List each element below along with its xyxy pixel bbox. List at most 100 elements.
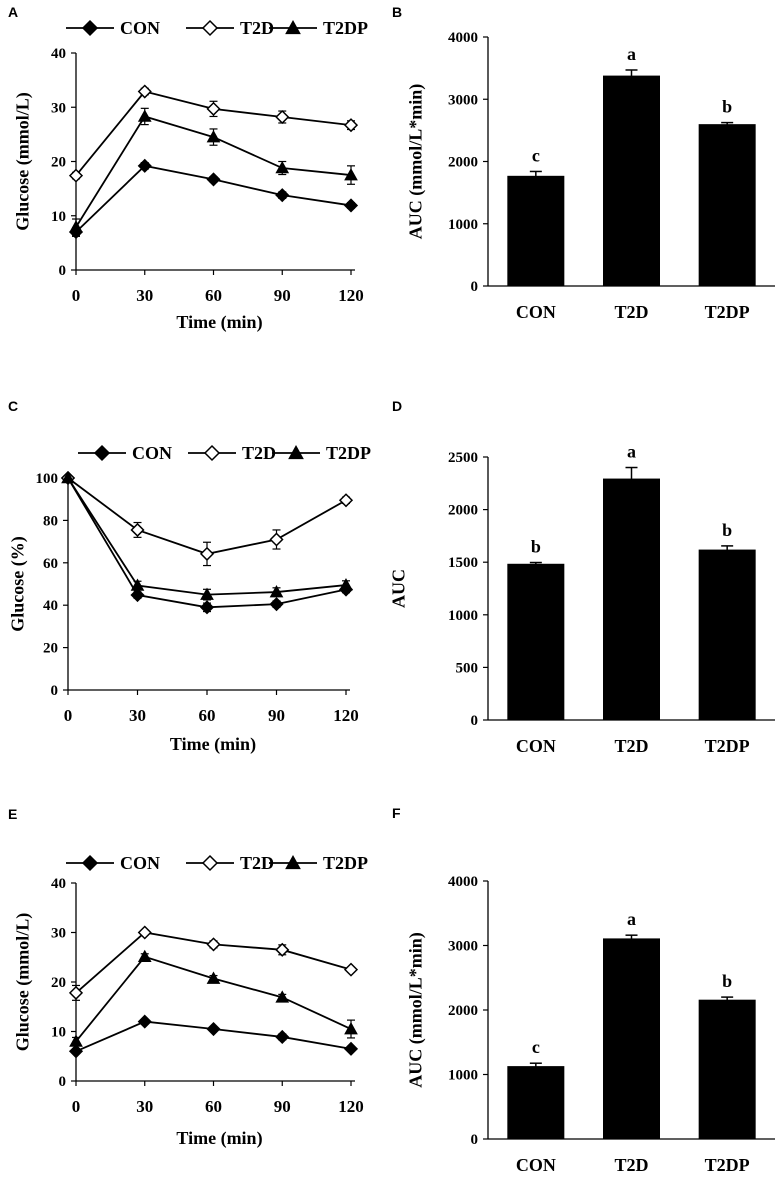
panel-e-t2d-point [275, 942, 290, 957]
panel-a-y-tick-label: 20 [51, 155, 66, 171]
panel-c-y-tick-label: 40 [43, 598, 58, 614]
panel-e-y-tick-label: 30 [51, 926, 66, 942]
panel-e-y-tick-label: 10 [51, 1025, 66, 1041]
panel-c-legend-label: CON [132, 443, 172, 463]
panel-c-x-tick-label: 60 [199, 706, 216, 725]
panel-f-bar-t2dp [698, 999, 756, 1139]
panel-c-x-tick-label: 120 [333, 706, 359, 725]
panel-d-category-label: T2D [614, 736, 648, 756]
panel-c-t2d-point [338, 493, 354, 508]
panel-a-legend-marker [285, 19, 301, 35]
panel-e-con-point [137, 1014, 152, 1029]
panel-e-legend-label: T2D [240, 853, 274, 873]
panel-c-con-point [199, 600, 215, 615]
panel-a-con-point [206, 172, 221, 187]
panel-c-x-tick-label: 30 [129, 706, 146, 725]
panel-c-t2dp-point [130, 578, 145, 591]
panel-d-bar-t2dp [698, 549, 756, 720]
panel-e-x-tick-label: 30 [136, 1097, 153, 1116]
panel-a-y-tick-label: 0 [59, 263, 67, 279]
panel-a-legend-label: T2D [240, 18, 274, 38]
panel-c-x-axis-title: Time (min) [170, 734, 256, 755]
panel-f-category-label: CON [516, 1155, 556, 1175]
panel-e-legend-marker [201, 854, 219, 872]
panel-d-bar-t2d [603, 478, 660, 720]
panel-a-t2dp-point [206, 130, 221, 143]
panel-a-t2d-point [343, 118, 359, 133]
panel-a-t2d-point [206, 101, 221, 116]
panel-c-series-t2dp-line [67, 477, 347, 596]
panel-a-legend-label: CON [120, 18, 160, 38]
panel-d-category-label: CON [516, 736, 556, 756]
panel-b-y-tick-label: 0 [471, 279, 479, 295]
panel-f-y-tick-label: 1000 [448, 1068, 478, 1084]
panel-f-category-label: T2D [614, 1155, 648, 1175]
panel-d-y-tick-label: 1500 [448, 555, 478, 571]
panel-d-y-tick-label: 0 [471, 713, 479, 729]
panel-c-t2d-point [269, 532, 284, 547]
panel-b-significance-label: c [532, 145, 540, 165]
panel-b-category-label: T2DP [705, 302, 750, 322]
panel-a-t2d-point [275, 109, 290, 125]
panel-c-y-axis-title: Glucose (%) [7, 536, 28, 631]
panel-d-significance-label: b [722, 520, 732, 540]
panel-c-t2dp-point [339, 578, 353, 591]
panel-c-legend-label: T2D [242, 443, 276, 463]
panel-d-significance-label: a [627, 442, 636, 462]
panel-a-y-tick-label: 10 [51, 209, 66, 225]
panel-a-letter: A [8, 4, 18, 20]
panel-e-con-point [206, 1021, 221, 1037]
panel-d-y-tick-label: 500 [456, 660, 479, 676]
panel-e-t2d-point [137, 925, 152, 940]
panel-e-letter: E [8, 806, 17, 822]
panel-e-x-axis-title: Time (min) [176, 1128, 262, 1149]
panel-c-y-tick-label: 20 [43, 641, 58, 657]
panel-b-category-label: T2D [614, 302, 648, 322]
panel-c-legend-marker [288, 444, 304, 460]
panel-f-y-axis-title: AUC (mmol/L*min) [405, 932, 426, 1088]
panel-a-t2d-point [137, 84, 152, 99]
panel-f-significance-label: a [627, 909, 636, 929]
panel-d-category-label: T2DP [705, 736, 750, 756]
panel-d-bar-con [507, 563, 565, 720]
panel-f-bar-t2d [603, 938, 660, 1139]
panel-e-legend-marker [81, 854, 99, 872]
panel-b-y-tick-label: 3000 [448, 92, 478, 108]
panel-e-t2dp-point [344, 1021, 358, 1035]
panel-f-letter: F [392, 805, 401, 821]
panel-e-y-axis-title: Glucose (mmol/L) [12, 913, 33, 1051]
panel-c-y-tick-label: 100 [36, 471, 59, 487]
panel-a-x-tick-label: 120 [338, 286, 364, 305]
panel-e-con-point [68, 1044, 84, 1059]
panel-a-x-tick-label: 60 [205, 286, 222, 305]
panel-e-y-tick-label: 40 [51, 876, 66, 892]
panel-e-legend-label: T2DP [323, 853, 368, 873]
panel-b-significance-label: b [722, 97, 732, 117]
panel-a-con-point [137, 158, 152, 173]
panel-a-t2dp-point [137, 109, 152, 122]
panel-e-t2dp-point [206, 971, 221, 984]
panel-f-category-label: T2DP [705, 1155, 750, 1175]
panel-c-x-tick-label: 0 [64, 706, 73, 725]
panel-a-y-tick-label: 30 [51, 100, 66, 116]
panel-e-x-tick-label: 60 [205, 1097, 222, 1116]
panel-c-y-tick-label: 60 [43, 556, 58, 572]
panel-e-y-tick-label: 0 [59, 1074, 67, 1090]
panel-e-x-tick-label: 0 [72, 1097, 81, 1116]
panel-b-bar-t2dp [698, 124, 756, 287]
panel-c-t2dp-point [200, 587, 214, 600]
panel-f-significance-label: b [722, 971, 732, 991]
panel-d-y-axis-title: AUC [388, 569, 408, 608]
panel-f-significance-label: c [532, 1037, 540, 1057]
panel-e-t2d-point [68, 985, 84, 1000]
panel-a-t2dp-point [69, 220, 83, 233]
panel-d-y-tick-label: 2000 [448, 503, 478, 519]
panel-a-con-point [275, 188, 290, 203]
panel-e-t2d-point [343, 962, 359, 977]
panel-e-t2dp-point [69, 1034, 83, 1047]
panel-b-y-axis-title: AUC (mmol/L*min) [405, 84, 426, 240]
panel-e-y-tick-label: 20 [51, 975, 66, 991]
panel-a-t2dp-point [344, 168, 358, 181]
panel-c-t2dp-point [61, 470, 75, 484]
panel-d-letter: D [392, 398, 402, 414]
